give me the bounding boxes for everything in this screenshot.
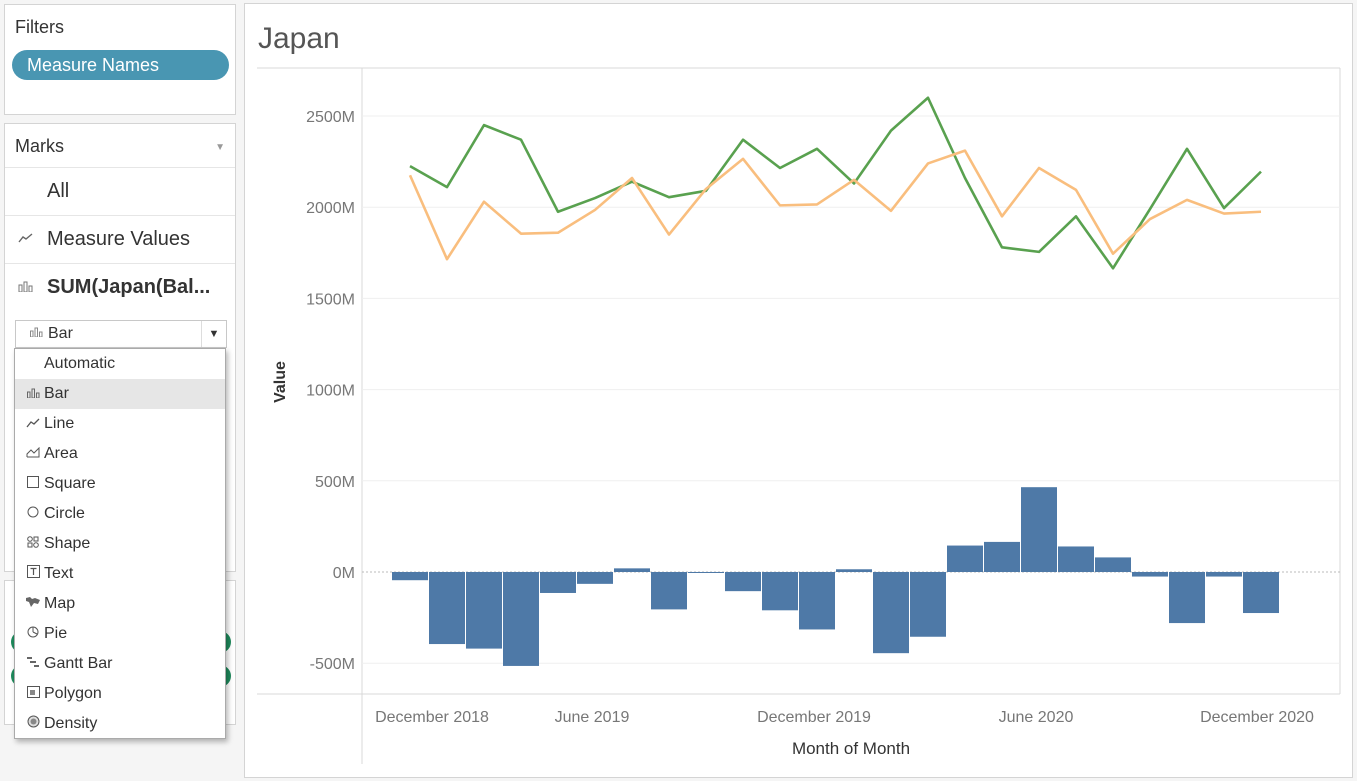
mark-type-dropdown: Automatic Bar Line Area Square Circle Sh…: [14, 348, 226, 739]
bar: [651, 572, 687, 610]
mark-type-option-line[interactable]: Line: [15, 409, 225, 439]
marks-collapse-caret-icon[interactable]: ▼: [215, 142, 225, 153]
text-icon: [25, 559, 41, 589]
shape-icon: [25, 529, 41, 559]
bar: [947, 545, 983, 572]
chevron-down-icon[interactable]: ▼: [201, 321, 226, 347]
mark-type-option-circle[interactable]: Circle: [15, 499, 225, 529]
x-tick-label: June 2019: [555, 709, 630, 726]
bar: [1095, 557, 1131, 572]
marks-tab-label: SUM(Japan(Bal...: [47, 276, 211, 298]
line-icon: [18, 216, 34, 263]
bar: [688, 572, 724, 573]
bar-icon: [25, 379, 41, 409]
marks-tab-measure-values[interactable]: Measure Values: [5, 215, 235, 263]
option-label: Automatic: [44, 355, 116, 372]
bar: [392, 572, 428, 581]
bar: [1058, 546, 1094, 572]
mark-type-option-map[interactable]: Map: [15, 589, 225, 619]
sheet-title: Japan: [258, 22, 340, 55]
marks-tab-sum-japan[interactable]: SUM(Japan(Bal...: [5, 263, 235, 311]
y-axis-title: Value: [272, 361, 289, 403]
series-line: [408, 149, 1262, 261]
x-tick-label: December 2019: [757, 709, 871, 726]
bar-icon: [30, 321, 43, 347]
bar: [984, 541, 1020, 572]
chart: 2500M 2000M 1500M 1000M 500M 0M -500M Value Dece…: [257, 67, 1341, 764]
y-tick-label: 2500M: [306, 109, 355, 126]
marks-tab-label: All: [47, 180, 70, 202]
bar: [466, 572, 502, 649]
x-axis-title: Month of Month: [792, 739, 910, 758]
area-icon: [25, 439, 41, 469]
option-label: Shape: [44, 535, 91, 552]
bar: [799, 572, 835, 630]
bar: [910, 572, 946, 637]
square-icon: [25, 469, 41, 499]
mark-type-option-area[interactable]: Area: [15, 439, 225, 469]
filters-shelf: Filters Measure Names: [4, 4, 236, 115]
measure-names-filter-pill[interactable]: Measure Names: [12, 50, 229, 80]
mark-type-option-text[interactable]: Text: [15, 559, 225, 589]
y-tick-label: 1000M: [306, 383, 355, 400]
density-icon: [25, 709, 41, 739]
bar: [1169, 572, 1205, 624]
bar: [614, 568, 650, 572]
y-tick-label: -500M: [310, 656, 355, 673]
mark-type-option-polygon[interactable]: Polygon: [15, 679, 225, 709]
option-label: Circle: [44, 505, 85, 522]
bar: [1021, 487, 1057, 572]
option-label: Text: [44, 565, 74, 582]
x-tick-label: June 2020: [999, 709, 1074, 726]
y-tick-label: 0M: [333, 565, 355, 582]
gantt-icon: [25, 649, 41, 679]
bar: [725, 572, 761, 592]
bar-icon: [18, 264, 34, 311]
bar: [503, 572, 539, 666]
option-label: Map: [44, 595, 76, 612]
mark-type-option-density[interactable]: Density: [15, 709, 225, 739]
option-label: Polygon: [44, 685, 102, 702]
bar: [762, 572, 798, 611]
filters-header: Filters: [15, 17, 64, 37]
marks-tab-all[interactable]: All: [5, 167, 235, 215]
bar: [1206, 572, 1242, 577]
y-tick-label: 2000M: [306, 200, 355, 217]
bar: [1243, 572, 1279, 614]
bar: [429, 572, 465, 645]
bar: [836, 569, 872, 572]
option-label: Pie: [44, 625, 68, 642]
worksheet-view: Japan 2500M 2000M 1500M 1000M 500M 0M -500M Val…: [244, 3, 1353, 778]
map-icon: [25, 589, 41, 619]
mark-type-option-pie[interactable]: Pie: [15, 619, 225, 649]
option-label: Gantt Bar: [44, 655, 113, 672]
bar: [540, 572, 576, 593]
mark-type-option-bar[interactable]: Bar: [15, 379, 225, 409]
x-tick-label: December 2020: [1200, 709, 1314, 726]
circle-icon: [25, 499, 41, 529]
option-label: Bar: [44, 385, 69, 402]
mark-type-option-gantt-bar[interactable]: Gantt Bar: [15, 649, 225, 679]
x-tick-label: December 2018: [375, 709, 489, 726]
mark-type-option-shape[interactable]: Shape: [15, 529, 225, 559]
y-tick-label: 500M: [315, 474, 355, 491]
mark-type-select[interactable]: Bar ▼: [15, 320, 227, 348]
marks-tab-label: Measure Values: [47, 228, 191, 250]
series-line: [409, 96, 1262, 270]
mark-type-option-square[interactable]: Square: [15, 469, 225, 499]
polygon-icon: [25, 679, 41, 709]
bar: [873, 572, 909, 654]
option-label: Area: [44, 445, 78, 462]
option-label: Square: [44, 475, 96, 492]
bar: [577, 572, 613, 584]
line-icon: [25, 409, 41, 439]
marks-header: Marks: [15, 136, 64, 156]
option-label: Density: [44, 715, 98, 732]
mark-type-selected-label: Bar: [48, 325, 73, 342]
y-tick-label: 1500M: [306, 291, 355, 308]
mark-type-option-automatic[interactable]: Automatic: [15, 349, 225, 379]
option-label: Line: [44, 415, 75, 432]
pie-icon: [25, 619, 41, 649]
bar: [1132, 572, 1168, 577]
